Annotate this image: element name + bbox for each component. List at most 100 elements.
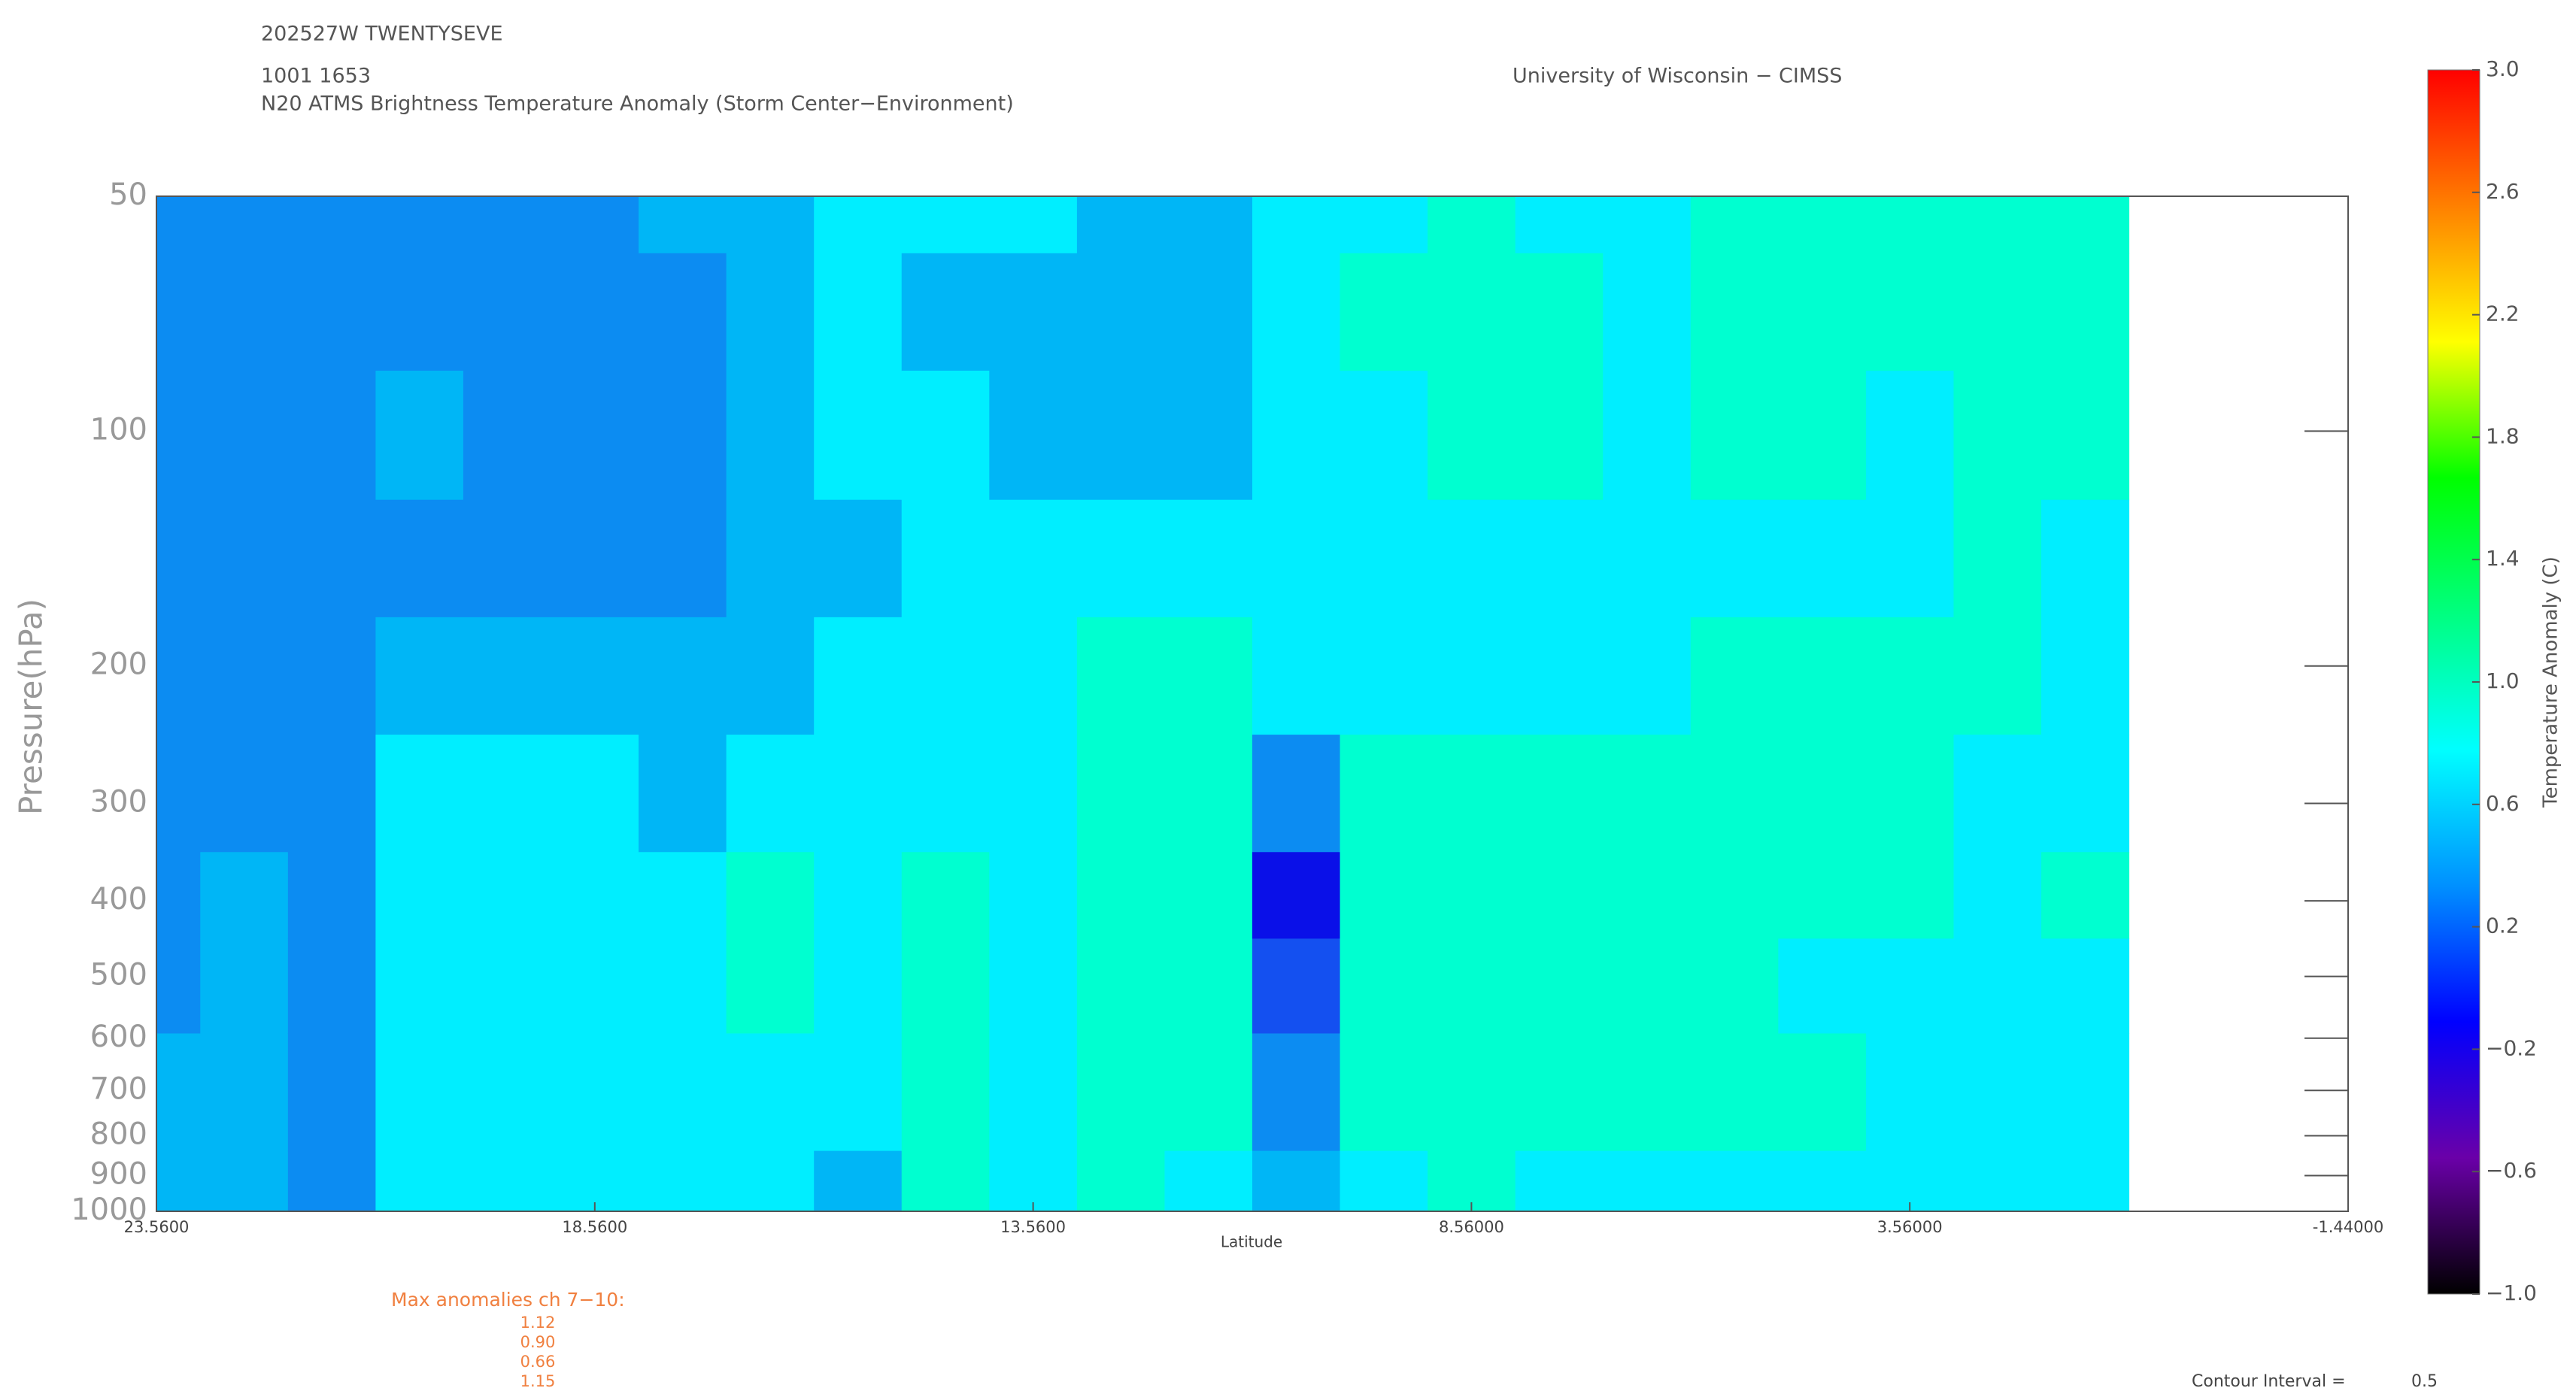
y-tick-label: 700 (90, 1071, 147, 1106)
contour-cell (200, 196, 289, 254)
contour-cell (1076, 617, 1165, 735)
contour-cell (639, 253, 727, 371)
contour-cell (1515, 735, 1604, 853)
x-tick-label: -1.44000 (2313, 1218, 2383, 1236)
contour-cell (1778, 938, 1867, 1034)
contour-cell (200, 735, 289, 853)
contour-cell (1076, 370, 1165, 501)
contour-cell (726, 1033, 815, 1152)
contour-cell (989, 196, 1078, 254)
x-tick-label: 8.56000 (1439, 1218, 1504, 1236)
contour-cell (156, 735, 201, 853)
colorbar-tick-label: 1.4 (2486, 546, 2520, 571)
contour-cell (1076, 196, 1165, 254)
contour-cell (1164, 1150, 1253, 1212)
x-tick-label: 13.5600 (1000, 1218, 1066, 1236)
contour-cell (1252, 938, 1341, 1034)
contour-cell (1428, 852, 1516, 939)
contour-cell (156, 852, 201, 939)
contour-cell (1428, 735, 1516, 853)
contour-cell (1603, 499, 1692, 618)
contour-cell (726, 253, 815, 371)
contour-cell (1690, 370, 1779, 501)
contour-cell (2041, 253, 2130, 371)
contour-cell (1252, 253, 1341, 371)
contour-cell (287, 938, 376, 1034)
contour-cell (814, 1150, 903, 1212)
contour-cell (1076, 1150, 1165, 1212)
contour-cell (1690, 735, 1779, 853)
contour-cell (2041, 370, 2130, 501)
max-anomaly: 0.66 (520, 1353, 556, 1371)
contour-cell (551, 852, 639, 939)
contour-cell (200, 938, 289, 1034)
max-title: Max anomalies ch 7−10: (391, 1289, 625, 1311)
contour-cell (1603, 617, 1692, 735)
contour-cell (1252, 196, 1341, 254)
contour-cell (639, 196, 727, 254)
x-tick-label: 23.5600 (124, 1218, 190, 1236)
contour-cell (814, 499, 903, 618)
contour-cell (1953, 938, 2042, 1034)
colorbar-tick-label: −1.0 (2486, 1280, 2537, 1305)
contour-cell (1076, 852, 1165, 939)
contour-cell (989, 852, 1078, 939)
contour-cell (1515, 617, 1604, 735)
colorbar-tick-label: 2.6 (2486, 179, 2520, 204)
contour-cell (551, 499, 639, 618)
contour-cell (1428, 253, 1516, 371)
contour-cell (726, 735, 815, 853)
contour-cell (1340, 617, 1428, 735)
contour-cell (156, 196, 201, 254)
contour-cell (156, 253, 201, 371)
contour-cell (1164, 938, 1253, 1034)
contour-cell (1076, 1033, 1165, 1152)
colorbar-tick-label: −0.6 (2486, 1158, 2537, 1183)
colorbar-tick-label: 1.8 (2486, 423, 2520, 448)
contour-cell (463, 370, 552, 501)
contour-cell (1953, 499, 2042, 618)
contour-cell (639, 617, 727, 735)
contour-cell (463, 735, 552, 853)
contour-cell (1164, 253, 1253, 371)
contour-cell (901, 735, 990, 853)
contour-cell (156, 499, 201, 618)
contour-cell (1603, 852, 1692, 939)
contour-cell (1690, 253, 1779, 371)
contour-cell (375, 253, 464, 371)
contour-cell (1515, 499, 1604, 618)
contour-cell (1603, 253, 1692, 371)
contour-cell (814, 852, 903, 939)
contour-cell (901, 253, 990, 371)
contour-cell (2041, 938, 2130, 1034)
contour-cell (375, 196, 464, 254)
contour-cell (1953, 852, 2042, 939)
max-anomaly: 1.15 (520, 1372, 556, 1390)
contour-cell (901, 938, 990, 1034)
contour-cell (1164, 735, 1253, 853)
contour-cell (1252, 852, 1341, 939)
contour-cell (1076, 253, 1165, 371)
colorbar-tick-label: 1.0 (2486, 668, 2520, 693)
contour-cell (726, 196, 815, 254)
contour-cell (287, 253, 376, 371)
contour-cell (1865, 1033, 1954, 1152)
contour-cell (639, 852, 727, 939)
contour-cell (551, 617, 639, 735)
contour-cell (989, 1033, 1078, 1152)
contour-cell (463, 1150, 552, 1212)
contour-cell (989, 253, 1078, 371)
contour-cell (1515, 1150, 1604, 1212)
contour-cell (1865, 253, 1954, 371)
contour-cell (1515, 253, 1604, 371)
contour-cell (1603, 735, 1692, 853)
contour-cell (1603, 370, 1692, 501)
contour-cell (1603, 1033, 1692, 1152)
contour-cell (2041, 196, 2130, 254)
contour-cell (287, 1033, 376, 1152)
y-tick-label: 200 (90, 647, 147, 682)
colorbar-tick-label: 2.2 (2486, 302, 2520, 326)
contour-cell (1778, 1033, 1867, 1152)
contour-cell (1690, 852, 1779, 939)
